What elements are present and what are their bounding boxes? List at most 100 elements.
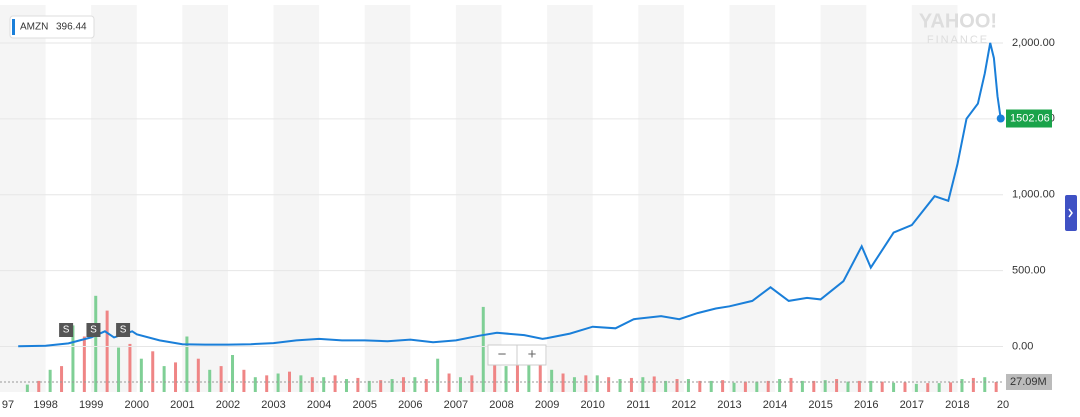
volume-bar	[618, 379, 622, 392]
volume-bar	[675, 379, 679, 392]
year-band	[182, 5, 228, 392]
volume-bar	[196, 358, 200, 392]
y-tick-label: 2,000.00	[1012, 37, 1055, 49]
volume-bar	[607, 377, 611, 392]
x-tick-label: 2007	[444, 399, 468, 411]
x-tick-label: 1998	[33, 399, 57, 411]
volume-bar	[994, 381, 998, 392]
volume-bar	[333, 375, 337, 392]
year-band	[638, 5, 684, 392]
volume-bar	[629, 377, 633, 392]
x-tick-label: 1999	[79, 399, 103, 411]
volume-bar	[174, 362, 178, 392]
y-tick-label: 0.00	[1012, 340, 1033, 352]
volume-bar	[37, 380, 41, 392]
volume-bar	[253, 377, 257, 392]
split-marker	[86, 323, 101, 337]
volume-bar	[903, 382, 907, 392]
x-tick-label: 2013	[717, 399, 741, 411]
volume-bar	[937, 383, 941, 392]
volume-bar	[869, 380, 873, 392]
x-tick-label: 2012	[672, 399, 696, 411]
volume-bar	[71, 325, 75, 392]
volume-bar	[892, 382, 896, 392]
year-band	[273, 5, 320, 392]
volume-bar	[732, 382, 736, 392]
x-tick-label: 2003	[261, 399, 285, 411]
volume-bar	[367, 380, 371, 392]
x-tick-label: 2004	[307, 399, 331, 411]
volume-bar	[800, 380, 804, 392]
volume-bar	[652, 376, 656, 392]
volume-last-tag	[1006, 373, 1052, 390]
volume-bar	[242, 369, 246, 392]
volume-bar	[983, 377, 987, 392]
volume-bar	[60, 366, 64, 392]
volume-bar	[436, 358, 440, 392]
volume-bar	[686, 379, 690, 392]
x-tick-label: 20	[997, 399, 1009, 411]
watermark: FINANCE	[927, 34, 989, 46]
volume-bar	[447, 373, 451, 392]
volume-bar	[470, 375, 474, 392]
volume-bar	[356, 377, 360, 392]
volume-bar	[926, 383, 930, 392]
x-tick-label: 2014	[763, 399, 787, 411]
volume-bar	[823, 380, 827, 392]
volume-bar	[778, 379, 782, 392]
x-tick-label: 2018	[945, 399, 969, 411]
volume-bar	[219, 366, 223, 392]
volume-bar	[48, 369, 52, 392]
year-band	[0, 5, 46, 392]
volume-bar	[493, 347, 497, 392]
volume-bar	[527, 362, 531, 392]
volume-bar	[481, 306, 485, 392]
volume-bar	[105, 310, 109, 392]
year-band	[455, 5, 502, 392]
legend-value: 396.44	[56, 22, 87, 33]
zoom-in[interactable]: +	[528, 346, 537, 363]
x-tick-label: 2010	[580, 399, 604, 411]
volume-bar	[162, 366, 166, 392]
x-tick-label: 2001	[170, 399, 194, 411]
volume-bar	[139, 358, 143, 392]
volume-bar	[550, 369, 554, 392]
volume-bar	[94, 295, 98, 392]
volume-bar	[344, 379, 348, 392]
volume-bar	[322, 377, 326, 392]
side-tab-arrow	[1068, 208, 1073, 218]
volume-bar	[960, 379, 964, 392]
volume-bar	[504, 366, 508, 392]
volume-bar	[880, 381, 884, 392]
volume-bar	[755, 381, 759, 392]
volume-bar	[572, 377, 576, 392]
volume-bar	[424, 379, 428, 392]
year-band	[547, 5, 593, 392]
legend-name: AMZN	[20, 22, 48, 33]
volume-bar	[299, 375, 303, 392]
x-tick-label: 2000	[125, 399, 149, 411]
x-tick-label: 2017	[900, 399, 924, 411]
year-band	[729, 5, 776, 392]
year-band	[820, 5, 867, 392]
volume-bar	[379, 380, 383, 392]
volume-bar	[310, 377, 314, 392]
volume-bar	[82, 336, 86, 392]
volume-bar	[584, 375, 588, 392]
y-tick-label: 500.00	[1012, 264, 1046, 276]
volume-bar	[25, 384, 29, 392]
x-tick-label: 2009	[535, 399, 559, 411]
watermark: YAHOO!	[919, 10, 997, 32]
side-tab[interactable]	[1065, 195, 1077, 231]
volume-bar	[151, 351, 155, 392]
last-value-label: 1502.06	[1010, 112, 1050, 124]
volume-last-label: 27.09M	[1010, 376, 1047, 388]
volume-bar	[698, 380, 702, 392]
volume-bar	[401, 377, 405, 392]
split-marker	[59, 323, 74, 337]
volume-bar	[595, 375, 599, 392]
volume-bar	[538, 360, 542, 392]
zoom-out[interactable]: −	[498, 346, 507, 363]
volume-bar	[664, 380, 668, 392]
